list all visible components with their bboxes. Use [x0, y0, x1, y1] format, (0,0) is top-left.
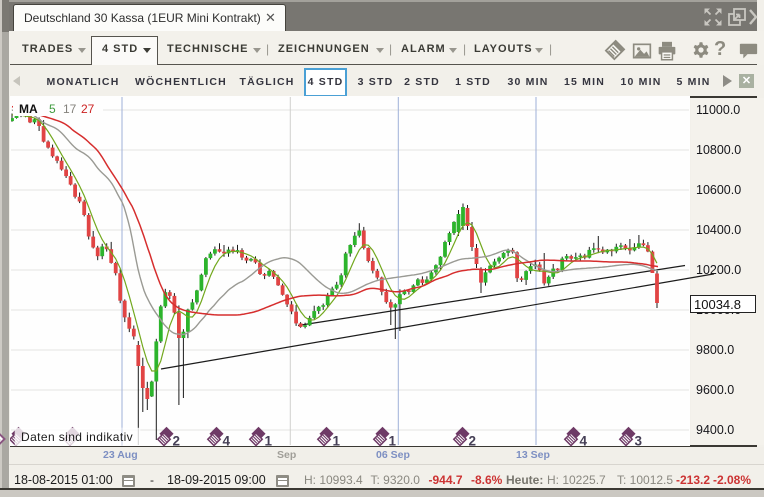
svg-text:3: 3	[635, 434, 643, 448]
svg-text:4: 4	[580, 434, 588, 448]
svg-text:27: 27	[81, 102, 95, 116]
svg-text:5: 5	[49, 102, 56, 116]
svg-text:1: 1	[389, 434, 397, 448]
svg-text:2: 2	[469, 434, 477, 448]
svg-text:Daten sind indikativ: Daten sind indikativ	[21, 430, 133, 444]
svg-text:2: 2	[173, 434, 181, 448]
svg-text:4: 4	[223, 434, 231, 448]
svg-text:1: 1	[265, 434, 273, 448]
svg-text:MA: MA	[19, 102, 38, 116]
svg-text:17: 17	[63, 102, 77, 116]
svg-text:1: 1	[333, 434, 341, 448]
